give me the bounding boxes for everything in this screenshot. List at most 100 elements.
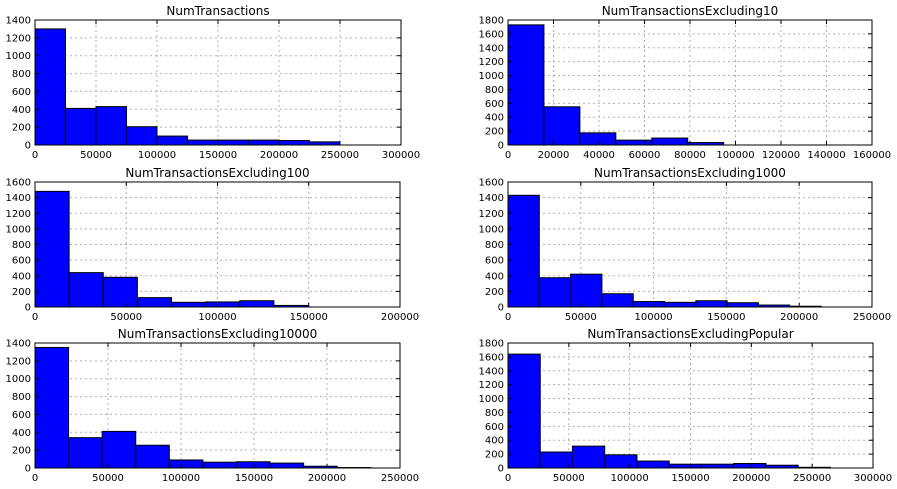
histogram-bar	[156, 135, 188, 146]
subplot-title: NumTransactionsExcluding1000	[594, 166, 786, 180]
histogram-bar	[278, 140, 310, 146]
y-tick-label: 1600	[6, 178, 31, 189]
gridlines	[508, 343, 873, 468]
y-tick-label: 400	[485, 113, 504, 124]
x-tick-label: 250000	[853, 312, 891, 323]
bars	[507, 24, 725, 146]
y-tick-label: 800	[485, 85, 504, 96]
histogram-bar	[95, 106, 127, 146]
histogram-bar	[68, 437, 103, 469]
histogram-bar	[34, 190, 70, 308]
histogram-bar	[202, 461, 237, 469]
subplot-title: NumTransactionsExcludingPopular	[587, 327, 793, 341]
histogram-bar	[636, 460, 670, 469]
y-tick-label: 1600	[479, 29, 504, 40]
y-tick-label: 800	[12, 69, 31, 80]
x-tick-label: 250000	[381, 473, 419, 484]
subplot-num-transactions-excluding-popular: NumTransactionsExcludingPopular 0 50000 10…	[479, 327, 893, 484]
subplot-title: NumTransactions	[166, 4, 269, 18]
y-tick-label: 1600	[479, 178, 504, 189]
x-tick-label: 150000	[235, 473, 273, 484]
y-tick-label: 800	[485, 408, 504, 419]
y-tick-label: 800	[12, 392, 31, 403]
x-tick-label: 0	[32, 150, 38, 161]
y-tick-label: 1000	[6, 51, 31, 62]
x-tick-label: 50000	[565, 312, 597, 323]
y-tick-label: 1400	[6, 339, 31, 350]
y-tick-label: 1400	[479, 43, 504, 54]
x-tick-label: 0	[32, 312, 38, 323]
y-tick-label: 800	[485, 240, 504, 251]
histogram-bar	[726, 302, 759, 308]
bars	[507, 194, 822, 308]
x-tick-label: 0	[505, 150, 511, 161]
x-tick-label: 200000	[732, 473, 770, 484]
y-tick-label: 1800	[479, 339, 504, 350]
y-tick-label: 1400	[479, 366, 504, 377]
bars	[34, 346, 372, 469]
y-tick-label: 400	[12, 105, 31, 116]
y-tick-label: 600	[485, 256, 504, 267]
y-tick-label: 0	[498, 141, 504, 152]
y-tick-label: 1200	[479, 57, 504, 68]
y-tick-label: 1400	[6, 193, 31, 204]
y-tick-label: 600	[12, 256, 31, 267]
histogram-bar	[168, 459, 204, 469]
y-tick-label: 200	[12, 287, 31, 298]
histogram-bar	[239, 300, 275, 308]
histogram-bar	[539, 451, 573, 469]
histogram-bar	[571, 445, 606, 469]
x-tick-label: 100000	[716, 150, 754, 161]
histogram-bar	[570, 273, 603, 308]
x-tick-label: 50000	[553, 473, 585, 484]
axes-frame	[34, 342, 401, 469]
y-tick-label: 0	[498, 464, 504, 475]
y-tick-label: 1000	[6, 374, 31, 385]
y-tick-label: 1400	[479, 193, 504, 204]
subplot-num-transactions-excluding-1000: NumTransactionsExcluding1000 0 50000 10000…	[479, 166, 892, 323]
y-tick-label: 1000	[6, 224, 31, 235]
x-tick-label: 120000	[762, 150, 800, 161]
x-tick-label: 200000	[381, 312, 419, 323]
x-tick-label: 100000	[635, 312, 673, 323]
y-tick-label: 1200	[6, 356, 31, 367]
x-tick-label: 80000	[674, 150, 706, 161]
subplot-title: NumTransactionsExcluding10	[602, 4, 779, 18]
histogram-bar	[135, 444, 170, 469]
histogram-bar	[217, 139, 249, 146]
histogram-bar	[695, 300, 728, 308]
x-tick-label: 300000	[854, 473, 892, 484]
x-tick-label: 160000	[853, 150, 891, 161]
histogram-bar	[269, 462, 305, 469]
y-tick-label: 600	[485, 422, 504, 433]
x-tick-label: 100000	[162, 473, 200, 484]
histogram-bar	[248, 139, 280, 146]
x-tick-label: 0	[505, 312, 511, 323]
y-tick-label: 1400	[6, 16, 31, 27]
subplot-num-transactions: NumTransactions 0 50000 100000 150000 200000…	[6, 4, 421, 161]
histogram-bar	[126, 126, 158, 146]
x-tick-label: 20000	[538, 150, 570, 161]
histogram-bar	[68, 272, 104, 308]
histogram-bar	[601, 293, 634, 308]
histogram-bar	[507, 353, 541, 469]
histogram-bar	[668, 463, 702, 469]
histogram-bar	[101, 430, 137, 469]
histogram-bar	[136, 297, 173, 308]
x-tick-label: 150000	[707, 312, 745, 323]
y-tick-label: 1800	[479, 16, 504, 27]
histogram-bar	[34, 28, 66, 146]
x-tick-label: 50000	[80, 150, 112, 161]
x-tick-label: 200000	[260, 150, 298, 161]
y-tick-label: 400	[485, 271, 504, 282]
y-tick-label: 0	[25, 464, 31, 475]
y-tick-label: 1200	[479, 380, 504, 391]
histogram-bar	[102, 276, 138, 308]
bars	[34, 28, 341, 146]
y-tick-label: 600	[12, 87, 31, 98]
histogram-bar	[632, 301, 666, 308]
histogram-bar	[664, 301, 697, 308]
y-tick-label: 200	[12, 123, 31, 134]
x-tick-label: 140000	[807, 150, 845, 161]
